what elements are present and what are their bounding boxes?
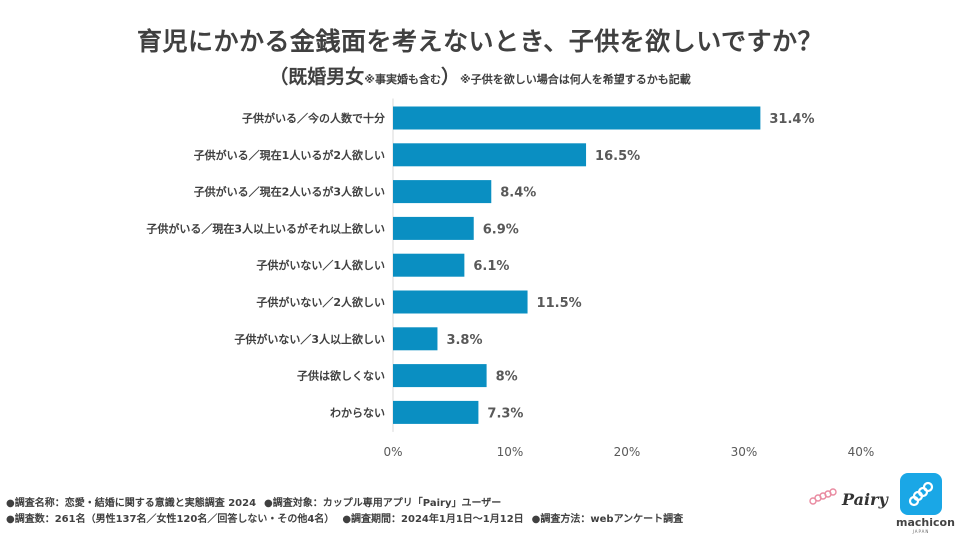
subtitle-extra: ※子供を欲しい場合は何人を希望するかも記載 (460, 73, 691, 86)
bar (393, 180, 492, 204)
category-label: 子供がいない／3人以上欲しい (234, 332, 385, 346)
chart-subtitle: （既婚男女※事実婚も含む）※子供を欲しい場合は何人を希望するかも記載 (0, 62, 960, 89)
x-tick-label: 0% (383, 445, 402, 459)
footer-line-1: ●調査名称：恋愛・結婚に関する意識と実態調査 2024 ●調査対象：カップル専用ア… (6, 494, 509, 509)
machicon-logo: machicon JAPAN (896, 473, 955, 534)
pairy-rings-icon (809, 488, 837, 505)
category-label: わからない (330, 406, 385, 419)
footer-survey-method: ●調査方法：webアンケート調査 (531, 514, 684, 525)
subtitle-close-paren: ） (441, 66, 461, 88)
bar-chart: 子供がいる／今の人数で十分 31.4% 子供がいる／現在1人いるが2人欲しい 16.5… (146, 98, 875, 459)
machicon-logo-sub: JAPAN (912, 529, 930, 534)
category-label: 子供がいる／現在2人いるが3人欲しい (194, 185, 385, 199)
bars-layer: 子供がいる／今の人数で十分 31.4% 子供がいる／現在1人いるが2人欲しい 16.5… (146, 98, 875, 459)
bar (393, 106, 761, 130)
data-label: 6.9% (483, 222, 519, 237)
bar (393, 364, 487, 388)
footer-line-2: ●調査数：261名（男性137名／女性120名／回答しない・その他4名） ●調査期… (6, 510, 691, 525)
x-tick-label: 20% (614, 445, 641, 459)
footer-survey-target: ●調査対象：カップル専用アプリ「Pairy」ユーザー (264, 498, 502, 509)
data-label: 8% (496, 370, 518, 385)
footer-survey-name: ●調査名称：恋愛・結婚に関する意識と実態調査 2024 (6, 498, 257, 509)
data-label: 11.5% (537, 296, 582, 311)
machicon-logo-text: machicon (896, 516, 955, 529)
category-label: 子供がいない／2人欲しい (256, 295, 385, 309)
data-label: 31.4% (769, 112, 814, 127)
category-label: 子供がいる／現在1人いるが2人欲しい (194, 148, 385, 162)
bar (393, 290, 528, 314)
data-label: 7.3% (487, 406, 523, 421)
subtitle-open-paren: （ (269, 66, 289, 88)
data-label: 3.8% (446, 333, 482, 348)
bar (393, 400, 479, 424)
subtitle-main: 既婚男女 (288, 66, 365, 88)
machicon-icon (900, 473, 942, 515)
data-label: 8.4% (500, 186, 536, 201)
pairy-logo-text: Pairy (842, 489, 888, 509)
bar (393, 327, 438, 351)
pairy-logo: Pairy (806, 484, 888, 514)
category-label: 子供がいる／現在3人以上いるがそれ以上欲しい (146, 221, 385, 235)
bar (393, 253, 465, 277)
x-tick-label: 30% (731, 445, 758, 459)
bar (393, 216, 474, 240)
category-label: 子供は欲しくない (297, 369, 385, 383)
category-label: 子供がいる／今の人数で十分 (242, 111, 385, 125)
footer-survey-period: ●調査期間：2024年1月1日～1月12日 (342, 514, 524, 525)
chart-title: 育児にかかる金銭面を考えないとき、子供を欲しいですか？ (136, 27, 823, 56)
x-tick-label: 40% (848, 445, 875, 459)
category-label: 子供がいない／1人欲しい (256, 258, 385, 272)
data-label: 16.5% (595, 149, 640, 164)
bar (393, 143, 587, 167)
footer-survey-count: ●調査数：261名（男性137名／女性120名／回答しない・その他4名） (6, 514, 335, 525)
x-tick-label: 10% (497, 445, 524, 459)
data-label: 6.1% (473, 259, 509, 274)
subtitle-note: ※事実婚も含む (364, 73, 441, 86)
